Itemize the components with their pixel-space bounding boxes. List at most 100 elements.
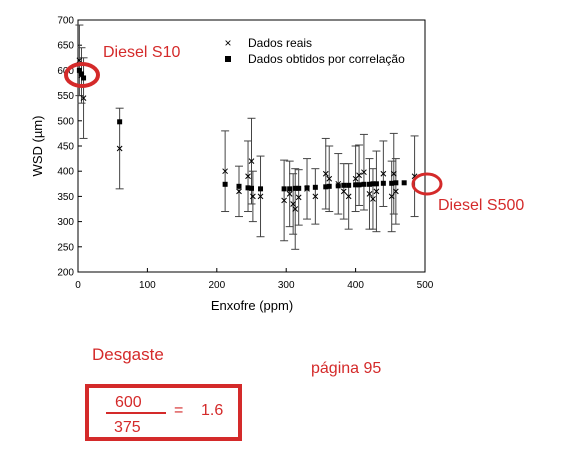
x-tick-label: 300 [278, 280, 295, 291]
x-stroke [292, 206, 299, 212]
data-point-x [295, 194, 302, 201]
data-point-x [392, 188, 399, 195]
page-reference: página 95 [311, 360, 382, 377]
legend: × Dados reais Dados obtidos por correlaç… [224, 36, 405, 66]
data-point-x [250, 193, 256, 200]
data-point-square [78, 71, 84, 77]
data-point-square [81, 75, 87, 81]
x-stroke [392, 188, 399, 195]
data-point-x [116, 145, 123, 152]
data-point-square [361, 181, 367, 187]
y-tick-label: 450 [57, 142, 74, 153]
data-point-x [370, 196, 376, 202]
data-point-x [286, 191, 293, 197]
data-point-square [346, 182, 352, 188]
x-stroke [373, 188, 380, 195]
x-tick-label: 0 [75, 280, 81, 291]
formula-result: 1.6 [201, 402, 224, 419]
data-point-square [373, 181, 379, 187]
x-stroke [245, 173, 251, 180]
series-dados-reais [76, 57, 418, 212]
data-point-x [312, 193, 319, 200]
y-tick-label: 650 [57, 41, 74, 52]
data-point-x [257, 193, 264, 200]
x-stroke [290, 201, 296, 207]
x-tick-label: 400 [347, 280, 364, 291]
x-stroke [345, 193, 352, 200]
x-stroke [366, 191, 373, 197]
data-point-square [389, 180, 395, 186]
x-stroke [295, 194, 302, 201]
y-tick-label: 350 [57, 192, 74, 203]
formula-box: 600 375 = 1.6 [85, 384, 242, 441]
legend-label-dados-reais: Dados reais [248, 36, 312, 50]
data-point-square [281, 186, 287, 192]
y-tick-label: 500 [57, 116, 74, 127]
data-point-square [258, 186, 264, 192]
data-point-square [326, 183, 332, 189]
data-point-x [356, 172, 362, 179]
x-stroke [80, 95, 87, 101]
data-point-square [117, 119, 123, 125]
fraction-bar [106, 412, 166, 414]
y-tick-label: 400 [57, 167, 74, 178]
data-point-x [80, 95, 87, 101]
x-tick-label: 200 [208, 280, 225, 291]
data-point-x [326, 175, 333, 182]
data-point-x [322, 170, 329, 177]
y-tick-label: 300 [57, 217, 74, 228]
data-point-square [393, 180, 399, 186]
data-point-square [312, 184, 318, 190]
data-point-x [373, 188, 380, 195]
annotation-diesel-s10: Diesel S10 [103, 44, 180, 61]
data-point-square [76, 67, 82, 73]
data-point-square [292, 185, 298, 191]
formula-numerator: 600 [115, 394, 142, 411]
data-point-x [340, 188, 347, 195]
x-tick-label: 100 [139, 280, 156, 291]
x-axis-label: Enxofre (ppm) [211, 298, 293, 313]
x-stroke [370, 196, 376, 202]
data-point-square [304, 185, 310, 191]
data-point-square [356, 182, 362, 188]
x-stroke [312, 193, 319, 200]
x-stroke [326, 175, 333, 182]
data-point-x [281, 197, 287, 204]
data-point-square [222, 181, 228, 187]
data-point-x [390, 170, 397, 177]
x-stroke [286, 191, 293, 197]
data-point-square [341, 182, 347, 188]
data-point-x [345, 193, 352, 200]
data-point-square [335, 183, 341, 189]
x-stroke [250, 193, 256, 200]
y-tick-label: 700 [57, 16, 74, 27]
data-point-x [290, 201, 296, 207]
y-tick-label: 200 [57, 268, 74, 279]
x-stroke [411, 173, 418, 180]
x-stroke [322, 170, 329, 177]
data-point-x [236, 188, 242, 195]
data-point-x [292, 206, 299, 212]
formula-equals: = [174, 402, 184, 419]
data-point-square [249, 185, 254, 191]
data-point-square [296, 185, 302, 191]
data-point-x [380, 170, 387, 177]
data-point-x [248, 158, 255, 164]
y-tick-label: 250 [57, 242, 74, 253]
data-point-x [222, 168, 228, 175]
x-stroke [388, 193, 395, 200]
annotation-diesel-s500: Diesel S500 [438, 197, 524, 214]
data-point-x [366, 191, 373, 197]
data-point-x [76, 57, 83, 64]
y-tick-label: 550 [57, 91, 74, 102]
data-point-x [245, 173, 251, 180]
y-axis-label: WSD (µm) [30, 116, 45, 177]
x-stroke [281, 197, 287, 204]
x-stroke [248, 158, 255, 164]
legend-marker-square-icon [225, 56, 231, 62]
x-stroke [340, 188, 347, 195]
data-point-square [287, 186, 293, 192]
x-stroke [380, 170, 387, 177]
x-stroke [236, 188, 242, 195]
